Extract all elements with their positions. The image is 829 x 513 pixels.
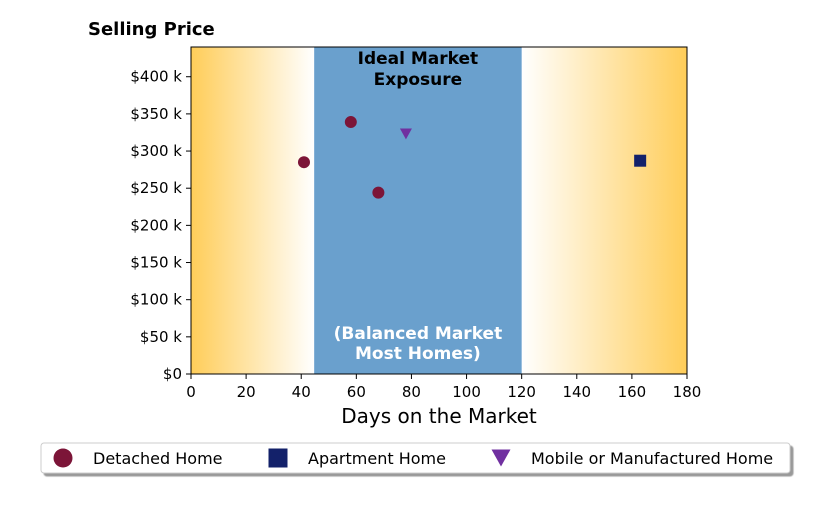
legend-marker-triangle-down — [491, 449, 511, 467]
plot-frame — [190, 46, 688, 375]
x-axis-title: Days on the Market — [341, 404, 537, 428]
x-axis: 0 20 40 60 80 100 120 140 160 180 — [186, 374, 701, 401]
y-tick-label: $50 k — [140, 328, 182, 346]
x-tick-label: 120 — [507, 383, 536, 401]
legend-label: Apartment Home — [308, 449, 446, 468]
legend-label: Mobile or Manufactured Home — [531, 449, 773, 468]
x-tick-label: 140 — [562, 383, 591, 401]
x-tick-label: 20 — [237, 383, 256, 401]
legend-marker-circle — [53, 448, 73, 468]
data-point-circle — [372, 186, 385, 199]
band-label-bottom: Most Homes) — [355, 344, 481, 364]
x-tick-label: 180 — [673, 383, 702, 401]
y-tick-label: $400 k — [130, 68, 182, 86]
y-tick-label: $0 — [163, 365, 182, 383]
y-axis: $0 $50 k $100 k $150 k $200 k $250 k $300 k $35… — [130, 68, 191, 383]
y-tick-label: $150 k — [130, 254, 182, 272]
left-gradient-region — [191, 47, 315, 374]
chart-title: Selling Price — [88, 19, 215, 40]
legend: Detached Home Apartment Home Mobile or Man… — [40, 442, 791, 474]
band-label-top: Exposure — [374, 70, 463, 90]
x-tick-label: 40 — [292, 383, 311, 401]
y-tick-label: $350 k — [130, 105, 182, 123]
legend-marker-square — [268, 448, 288, 468]
x-tick-label: 0 — [186, 383, 196, 401]
data-points — [297, 116, 647, 199]
plot-background — [191, 47, 687, 374]
band-label-bottom: (Balanced Market — [334, 324, 503, 344]
y-tick-label: $300 k — [130, 142, 182, 160]
data-point-triangle-down — [399, 128, 412, 140]
data-point-circle — [297, 156, 310, 169]
y-tick-label: $200 k — [130, 216, 182, 234]
band-rect — [314, 47, 522, 374]
band-label-top: Ideal Market — [358, 49, 479, 69]
right-gradient-region — [521, 47, 687, 374]
x-tick-label: 80 — [402, 383, 421, 401]
y-tick-label: $250 k — [130, 179, 182, 197]
x-tick-label: 160 — [618, 383, 647, 401]
data-point-circle — [344, 116, 357, 129]
data-point-square — [634, 154, 647, 167]
x-tick-label: 60 — [347, 383, 366, 401]
y-tick-label: $100 k — [130, 291, 182, 309]
x-tick-label: 100 — [452, 383, 481, 401]
legend-label: Detached Home — [93, 449, 223, 468]
legend-box — [40, 442, 791, 474]
